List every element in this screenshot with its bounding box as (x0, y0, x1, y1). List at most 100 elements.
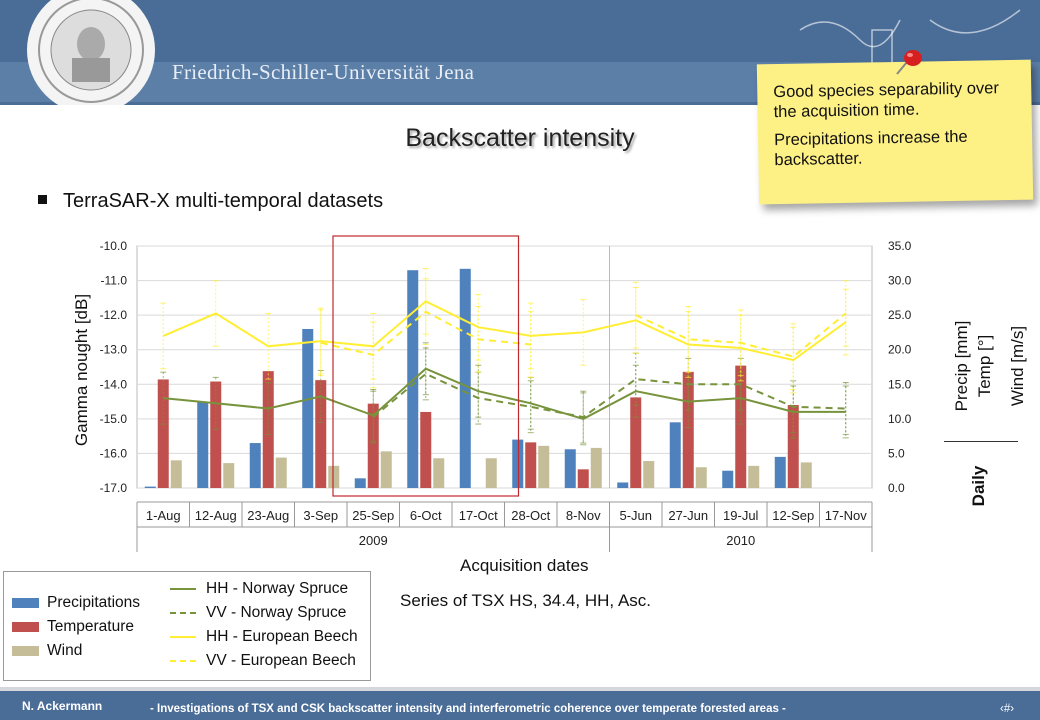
y-tick-right: 25.0 (888, 308, 912, 322)
bullet-square-icon (38, 195, 47, 205)
bar-temp (682, 371, 694, 488)
bar-precip (302, 328, 314, 488)
y-tick-left: -10.0 (100, 239, 128, 253)
x-tick-label: 25-Sep (352, 508, 394, 523)
y-tick-right: 30.0 (888, 274, 912, 288)
chart-legend: Precipitations Temperature Wind HH - Nor… (3, 571, 371, 681)
y-tick-right: 0.0 (888, 481, 905, 495)
y-axis-right-label-precip: Precip [mm] (952, 320, 971, 412)
y-tick-left: -11.0 (101, 274, 128, 288)
line-hh-beech (162, 300, 847, 362)
x-tick-label: 3-Sep (303, 508, 338, 523)
legend-label-temp: Temperature (47, 618, 135, 635)
line-hh-spruce (163, 367, 846, 420)
y-axis-left-label: Gamma nought [dB] (72, 293, 91, 447)
bar-wind (380, 451, 392, 488)
note-line-1: Good species separability over the acqui… (773, 79, 1000, 122)
legend-label-hh-beech: HH - European Beech (206, 628, 358, 645)
bar-precip (459, 268, 471, 488)
legend-label-vv-beech: VV - European Beech (206, 652, 356, 669)
footer-top-rule (0, 687, 1040, 691)
bar-wind (695, 467, 707, 488)
y-tick-left: -14.0 (100, 377, 128, 391)
bar-wind (538, 445, 550, 488)
year-label: 2010 (726, 533, 755, 548)
backscatter-chart: -10.0 35.0 -11.0 30.0 -12.0 25.0 -13.0 20.0 -14.… (100, 235, 912, 552)
y-tick-left: -15.0 (100, 412, 128, 426)
line-vv-beech (320, 310, 847, 358)
legend-swatch-wind (12, 646, 39, 656)
bar-precip (354, 478, 366, 488)
x-tick-label: 28-Oct (511, 508, 550, 523)
bar-wind (590, 447, 602, 488)
x-tick-label: 8-Nov (566, 508, 601, 523)
x-tick-label: 17-Nov (825, 508, 867, 523)
bar-temp (787, 405, 799, 488)
footer-author: N. Ackermann (22, 699, 103, 713)
y-tick-left: -17.0 (100, 481, 128, 495)
bar-temp (735, 365, 747, 488)
note-line-2: Precipitations increase the backscatter. (773, 127, 968, 170)
bar-precip (249, 443, 261, 488)
bar-precip (564, 449, 576, 488)
bar-precip (669, 422, 681, 488)
y-tick-right: 35.0 (888, 239, 912, 253)
university-name: Friedrich-Schiller-Universität Jena (172, 60, 475, 84)
footer-bar (0, 687, 1040, 720)
page-number: ‹#› (1000, 703, 1015, 715)
bar-precip (197, 401, 209, 488)
legend-label-wind: Wind (47, 642, 83, 659)
x-tick-label: 27-Jun (668, 508, 708, 523)
y-tick-right: 20.0 (888, 343, 912, 357)
bar-wind (223, 463, 235, 488)
legend-line-hh-spruce (170, 588, 196, 590)
year-label: 2009 (359, 533, 388, 548)
y-axis-right-label-wind: Wind [m/s] (1008, 325, 1027, 407)
legend-item-vv-spruce: VV - Norway Spruce (170, 604, 346, 622)
bar-temp (630, 397, 642, 488)
bar-wind (328, 465, 340, 488)
y-tick-right: 10.0 (888, 412, 912, 426)
bullet-text: TerraSAR-X multi-temporal datasets (63, 190, 384, 212)
bar-temp (420, 411, 432, 488)
legend-line-hh-beech (170, 636, 196, 638)
x-axis-label: Acquisition dates (460, 556, 589, 575)
x-tick-label: 12-Sep (772, 508, 814, 523)
bar-wind (643, 461, 655, 488)
y-tick-right: 5.0 (888, 446, 905, 460)
bar-wind (800, 462, 812, 488)
series-caption: Series of TSX HS, 34.4, HH, Asc. (400, 591, 652, 610)
x-tick-label: 12-Aug (195, 508, 237, 523)
bar-temp (367, 403, 379, 488)
slide-title: Backscatter intensity (405, 124, 635, 152)
legend-item-hh-beech: HH - European Beech (170, 628, 358, 646)
bar-wind (433, 458, 445, 488)
legend-item-precip: Precipitations (12, 594, 140, 612)
footer-title: - Investigations of TSX and CSK backscat… (150, 703, 786, 715)
plot-area (136, 245, 873, 489)
legend-line-vv-beech (170, 660, 196, 662)
bar-temp (262, 371, 274, 488)
bar-precip (774, 456, 786, 488)
bar-temp (315, 380, 327, 488)
daily-caption: Daily (969, 465, 988, 507)
y-tick-left: -16.0 (100, 446, 128, 460)
x-tick-label: 1-Aug (146, 508, 181, 523)
bar-temp (577, 469, 589, 488)
bar-precip (512, 439, 524, 488)
legend-swatch-temp (12, 622, 39, 632)
legend-line-vv-spruce (170, 612, 196, 614)
right-label-divider (944, 441, 1018, 442)
bar-precip (144, 486, 156, 488)
bar-wind (748, 465, 760, 488)
bar-wind (485, 458, 497, 488)
legend-label-hh-spruce: HH - Norway Spruce (206, 580, 349, 597)
bar-temp (210, 381, 222, 488)
legend-label-precip: Precipitations (47, 594, 141, 611)
x-tick-label: 23-Aug (247, 508, 289, 523)
x-tick-label: 19-Jul (723, 508, 759, 523)
legend-item-wind: Wind (12, 642, 82, 660)
bar-precip (722, 470, 734, 488)
sticky-note: Good species separability over the acqui… (756, 59, 1034, 205)
university-seal-icon (27, 0, 155, 105)
